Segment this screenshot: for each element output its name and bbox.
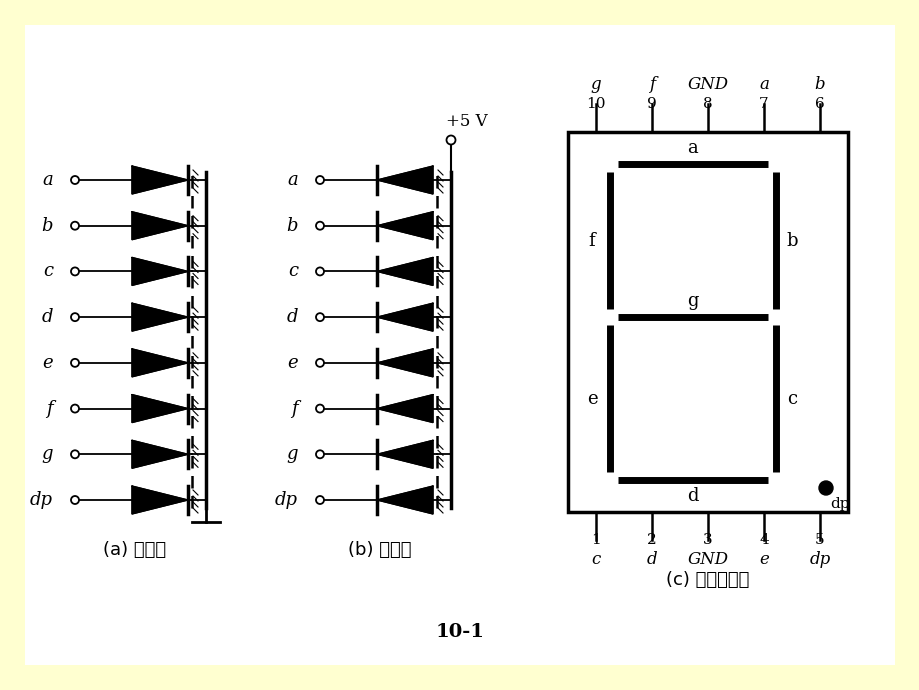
- Circle shape: [315, 496, 323, 504]
- Polygon shape: [377, 349, 433, 377]
- Polygon shape: [131, 440, 187, 469]
- Text: (c) 外形及引脚: (c) 外形及引脚: [665, 571, 749, 589]
- Text: a: a: [686, 139, 698, 157]
- Text: (b) 共阳极: (b) 共阳极: [348, 541, 412, 559]
- Text: 4: 4: [758, 533, 768, 547]
- Text: dp: dp: [809, 551, 830, 569]
- Polygon shape: [377, 440, 433, 469]
- Text: g: g: [686, 292, 698, 310]
- Text: GND: GND: [686, 75, 728, 92]
- Text: d: d: [41, 308, 53, 326]
- Text: (a) 共阴极: (a) 共阴极: [103, 541, 166, 559]
- Text: +5 V: +5 V: [446, 112, 487, 130]
- Polygon shape: [377, 212, 433, 239]
- Circle shape: [315, 359, 323, 367]
- Text: b: b: [41, 217, 53, 235]
- Polygon shape: [131, 212, 187, 239]
- Circle shape: [818, 481, 832, 495]
- Text: 2: 2: [646, 533, 656, 547]
- Circle shape: [315, 268, 323, 275]
- Text: b: b: [286, 217, 298, 235]
- Text: f: f: [648, 75, 654, 92]
- Text: 8: 8: [702, 97, 712, 111]
- Polygon shape: [131, 257, 187, 286]
- Circle shape: [71, 221, 79, 230]
- Polygon shape: [131, 303, 187, 331]
- Text: 9: 9: [646, 97, 656, 111]
- Polygon shape: [377, 257, 433, 286]
- Text: a: a: [42, 171, 53, 189]
- Text: dp: dp: [275, 491, 298, 509]
- Text: c: c: [591, 551, 600, 569]
- Text: f: f: [588, 232, 595, 250]
- Circle shape: [315, 313, 323, 321]
- Text: d: d: [286, 308, 298, 326]
- Text: dp: dp: [829, 497, 849, 511]
- Circle shape: [315, 176, 323, 184]
- Text: e: e: [586, 389, 596, 408]
- Text: GND: GND: [686, 551, 728, 569]
- Text: 7: 7: [758, 97, 768, 111]
- Text: f: f: [46, 400, 53, 417]
- Text: 10: 10: [585, 97, 605, 111]
- Circle shape: [71, 313, 79, 321]
- Circle shape: [71, 268, 79, 275]
- Polygon shape: [377, 395, 433, 422]
- Text: 6: 6: [814, 97, 824, 111]
- Circle shape: [446, 135, 455, 144]
- Text: c: c: [43, 262, 53, 280]
- Polygon shape: [377, 166, 433, 194]
- Circle shape: [71, 404, 79, 413]
- Text: f: f: [291, 400, 298, 417]
- Text: 3: 3: [702, 533, 712, 547]
- Circle shape: [71, 451, 79, 458]
- Text: dp: dp: [30, 491, 53, 509]
- Text: d: d: [686, 487, 698, 505]
- Text: g: g: [286, 445, 298, 463]
- Circle shape: [71, 176, 79, 184]
- Polygon shape: [377, 486, 433, 514]
- Circle shape: [315, 451, 323, 458]
- Text: d: d: [646, 551, 656, 569]
- Polygon shape: [131, 166, 187, 194]
- Text: c: c: [786, 389, 796, 408]
- Circle shape: [71, 359, 79, 367]
- Text: e: e: [287, 354, 298, 372]
- Text: a: a: [758, 75, 768, 92]
- Polygon shape: [131, 486, 187, 514]
- Text: b: b: [786, 232, 797, 250]
- Text: c: c: [288, 262, 298, 280]
- Text: 1: 1: [591, 533, 600, 547]
- Text: 10-1: 10-1: [435, 623, 484, 641]
- Text: e: e: [42, 354, 53, 372]
- Bar: [567, 132, 847, 512]
- Text: 5: 5: [814, 533, 824, 547]
- Text: a: a: [287, 171, 298, 189]
- Text: e: e: [758, 551, 768, 569]
- Text: g: g: [41, 445, 53, 463]
- Polygon shape: [131, 349, 187, 377]
- Polygon shape: [377, 303, 433, 331]
- Circle shape: [315, 404, 323, 413]
- Text: b: b: [814, 75, 824, 92]
- Polygon shape: [131, 395, 187, 422]
- Circle shape: [315, 221, 323, 230]
- Circle shape: [71, 496, 79, 504]
- Text: g: g: [590, 75, 601, 92]
